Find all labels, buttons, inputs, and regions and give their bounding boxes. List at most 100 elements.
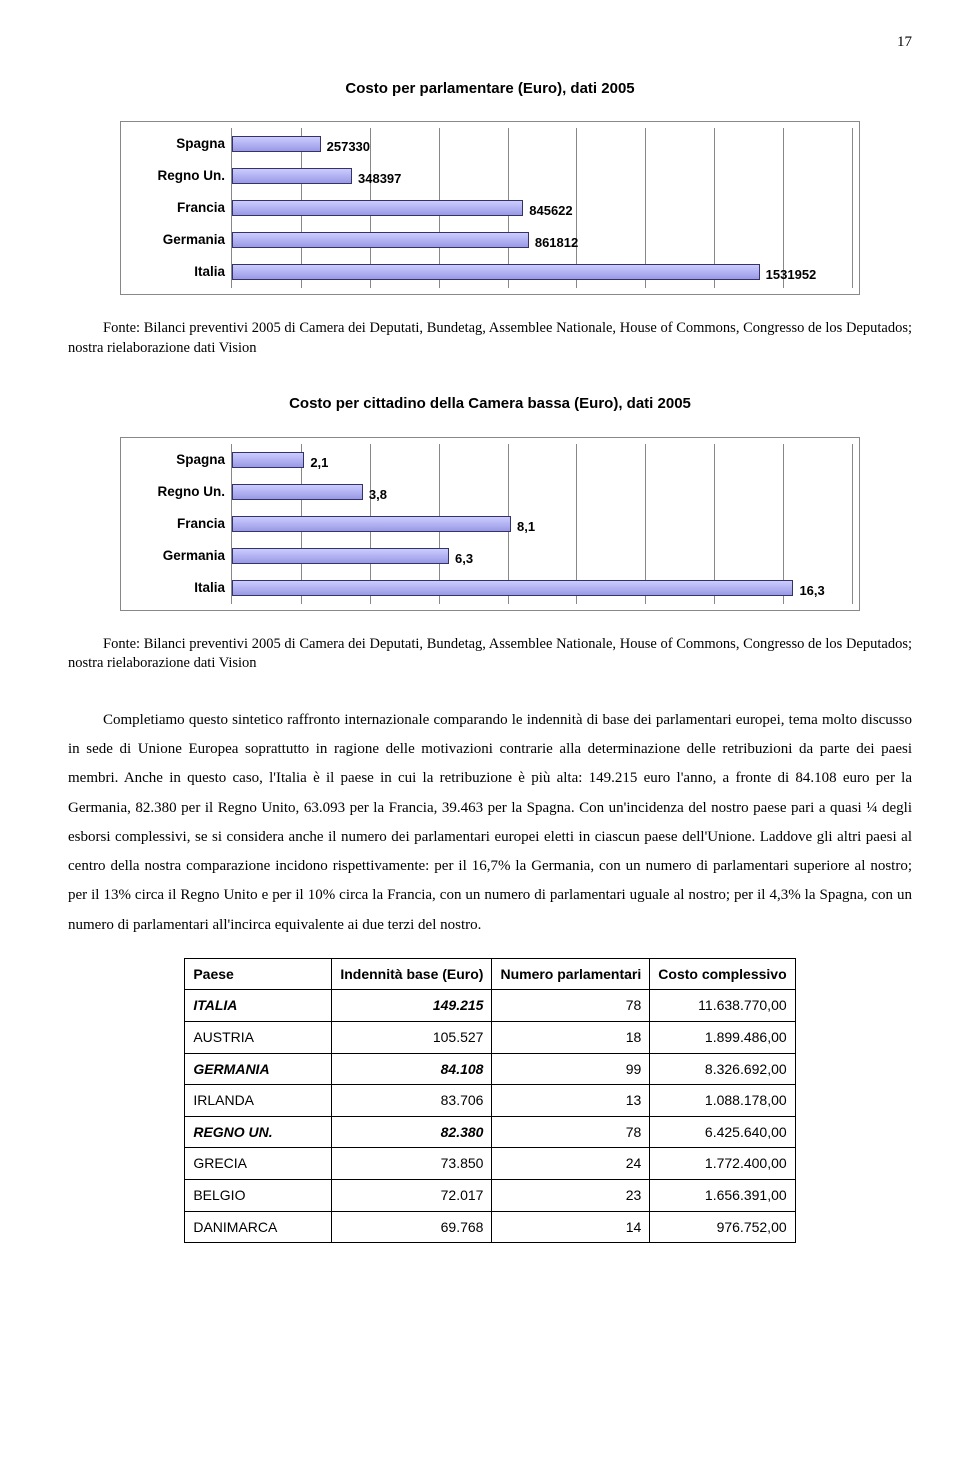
chart-row: Francia 845622 — [127, 192, 853, 224]
chart-plot-area: 16,3 — [231, 572, 853, 604]
chart-bar-label: 845622 — [529, 199, 572, 224]
chart-row: Regno Un.348397 — [127, 160, 853, 192]
cell-country: ITALIA — [185, 990, 332, 1022]
grid-line — [852, 256, 853, 288]
grid-line — [852, 128, 853, 160]
cell-cost: 1.899.486,00 — [650, 1021, 795, 1053]
cell-cost: 11.638.770,00 — [650, 990, 795, 1022]
indemnity-table: Paese Indennità base (Euro) Numero parla… — [184, 958, 795, 1243]
grid-line — [714, 160, 715, 192]
chart-category-label: Francia — [127, 195, 231, 221]
table-header-indemnity: Indennità base (Euro) — [332, 958, 492, 990]
table-row: IRLANDA83.706131.088.178,00 — [185, 1085, 795, 1117]
chart-plot-area: 2,1 — [231, 444, 853, 476]
chart-row: Germania 861812 — [127, 224, 853, 256]
grid-line — [714, 444, 715, 476]
grid-line — [508, 128, 509, 160]
grid-line — [783, 508, 784, 540]
grid-line — [576, 192, 577, 224]
cell-indemnity: 149.215 — [332, 990, 492, 1022]
grid-line — [783, 476, 784, 508]
grid-line — [576, 476, 577, 508]
grid-line — [783, 444, 784, 476]
chart-category-label: Francia — [127, 511, 231, 537]
chart-category-label: Spagna — [127, 131, 231, 157]
grid-line — [576, 540, 577, 572]
cell-indemnity: 73.850 — [332, 1148, 492, 1180]
cell-number: 14 — [492, 1211, 650, 1243]
chart-category-label: Italia — [127, 259, 231, 285]
chart-plot-area: 257330 — [231, 128, 853, 160]
grid-line — [645, 508, 646, 540]
cell-cost: 1.088.178,00 — [650, 1085, 795, 1117]
table-row: GRECIA73.850241.772.400,00 — [185, 1148, 795, 1180]
grid-line — [576, 128, 577, 160]
chart-bar — [232, 548, 449, 564]
chart-category-label: Germania — [127, 227, 231, 253]
chart-bar-label: 6,3 — [455, 547, 473, 572]
grid-line — [370, 444, 371, 476]
chart-plot-area: 861812 — [231, 224, 853, 256]
chart-bar-label: 861812 — [535, 231, 578, 256]
grid-line — [852, 572, 853, 604]
chart-row: Francia8,1 — [127, 508, 853, 540]
cell-country: IRLANDA — [185, 1085, 332, 1117]
chart-bar — [232, 452, 304, 468]
grid-line — [783, 160, 784, 192]
cell-number: 24 — [492, 1148, 650, 1180]
table-header-country: Paese — [185, 958, 332, 990]
grid-line — [852, 508, 853, 540]
chart2-source: Fonte: Bilanci preventivi 2005 di Camera… — [68, 635, 912, 674]
cell-indemnity: 82.380 — [332, 1116, 492, 1148]
table-row: ITALIA149.2157811.638.770,00 — [185, 990, 795, 1022]
grid-line — [714, 192, 715, 224]
chart-plot-area: 6,3 — [231, 540, 853, 572]
chart-category-label: Spagna — [127, 447, 231, 473]
grid-line — [645, 224, 646, 256]
grid-line — [714, 540, 715, 572]
cell-indemnity: 72.017 — [332, 1179, 492, 1211]
table-row: REGNO UN.82.380786.425.640,00 — [185, 1116, 795, 1148]
grid-line — [714, 476, 715, 508]
cell-number: 13 — [492, 1085, 650, 1117]
grid-line — [852, 444, 853, 476]
grid-line — [576, 508, 577, 540]
cell-cost: 976.752,00 — [650, 1211, 795, 1243]
chart-plot-area: 348397 — [231, 160, 853, 192]
chart-bar — [232, 168, 352, 184]
grid-line — [714, 224, 715, 256]
grid-line — [645, 160, 646, 192]
grid-line — [508, 540, 509, 572]
chart-row: Germania6,3 — [127, 540, 853, 572]
chart-bar-label: 348397 — [358, 167, 401, 192]
chart-bar-label: 257330 — [327, 135, 370, 160]
grid-line — [576, 444, 577, 476]
chart-plot-area: 845622 — [231, 192, 853, 224]
cell-number: 99 — [492, 1053, 650, 1085]
chart-bar-label: 3,8 — [369, 483, 387, 508]
chart-bar-label: 2,1 — [310, 451, 328, 476]
grid-line — [508, 160, 509, 192]
grid-line — [783, 540, 784, 572]
table-row: DANIMARCA69.76814976.752,00 — [185, 1211, 795, 1243]
cell-number: 18 — [492, 1021, 650, 1053]
grid-line — [439, 444, 440, 476]
chart-bar — [232, 232, 529, 248]
cell-country: REGNO UN. — [185, 1116, 332, 1148]
cell-cost: 6.425.640,00 — [650, 1116, 795, 1148]
grid-line — [645, 540, 646, 572]
grid-line — [576, 160, 577, 192]
page-number: 17 — [68, 28, 912, 57]
chart-plot-area: 1531952 — [231, 256, 853, 288]
cell-indemnity: 69.768 — [332, 1211, 492, 1243]
chart-bar-label: 16,3 — [799, 579, 824, 604]
grid-line — [508, 444, 509, 476]
cell-number: 78 — [492, 990, 650, 1022]
grid-line — [714, 508, 715, 540]
chart-bar-label: 1531952 — [766, 263, 817, 288]
grid-line — [852, 224, 853, 256]
grid-line — [645, 444, 646, 476]
grid-line — [508, 476, 509, 508]
cell-cost: 1.656.391,00 — [650, 1179, 795, 1211]
grid-line — [439, 128, 440, 160]
